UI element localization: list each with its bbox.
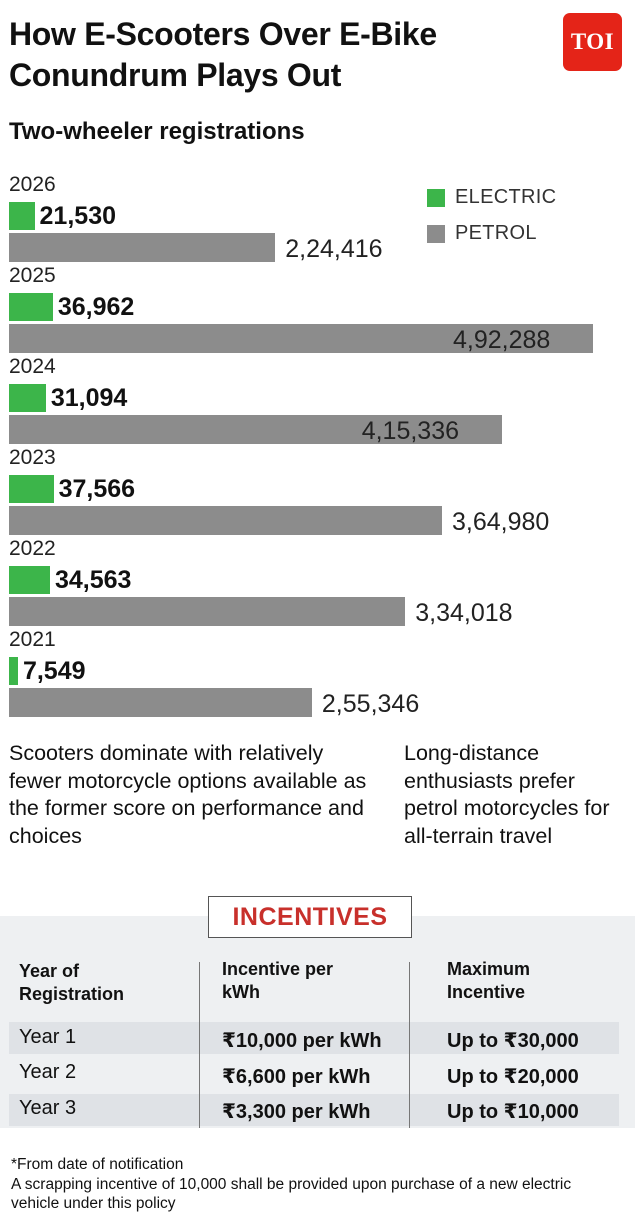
- row-bg-3: [9, 1094, 619, 1126]
- year-label: 2021: [9, 628, 56, 651]
- value-label-petrol: 4,92,288: [453, 326, 551, 354]
- value-label-electric: 34,563: [55, 566, 132, 594]
- bar-petrol: [9, 506, 442, 535]
- footnote: *From date of notification A scrapping i…: [11, 1155, 611, 1214]
- column-divider: [199, 962, 200, 1128]
- header-year: Year of Registration: [19, 961, 125, 1004]
- value-label-electric: 7,549: [22, 657, 86, 685]
- value-label-petrol: 2,24,416: [285, 235, 383, 263]
- legend-item-electric: ELECTRIC: [427, 186, 556, 209]
- legend-swatch-petrol: [427, 224, 445, 243]
- toi-logo: TOI: [563, 13, 622, 71]
- bar-electric: [9, 475, 54, 503]
- year-label: 2022: [9, 537, 56, 560]
- bar-electric: [9, 657, 18, 685]
- cell-incentive: ₹10,000 per kWh: [222, 1030, 382, 1052]
- value-label-electric: 31,094: [50, 384, 128, 412]
- value-label-electric: 36,962: [57, 293, 135, 321]
- bar-electric: [9, 293, 53, 321]
- incentives-title: INCENTIVES: [208, 896, 412, 938]
- legend-label-electric: ELECTRIC: [455, 186, 557, 208]
- note-right: Long-distance enthusiasts prefer petrol …: [404, 741, 610, 848]
- bar-petrol: [9, 233, 276, 262]
- value-label-petrol: 3,34,018: [415, 599, 513, 627]
- cell-max: Up to ₹10,000: [447, 1101, 579, 1123]
- value-label-electric: 21,530: [39, 202, 116, 230]
- bar-petrol: [9, 688, 312, 717]
- footnote-line-2: A scrapping incentive of 10,000 shall be…: [11, 1175, 572, 1213]
- cell-year: Year 1: [19, 1026, 77, 1048]
- bar-petrol: [9, 324, 593, 353]
- page-title: How E-Scooters Over E-Bike Conundrum Pla…: [9, 16, 437, 93]
- cell-max: Up to ₹20,000: [447, 1066, 579, 1088]
- year-label: 2026: [9, 173, 56, 196]
- cell-year: Year 3: [19, 1097, 77, 1119]
- bar-electric: [9, 202, 35, 230]
- note-left: Scooters dominate with relatively fewer …: [9, 741, 367, 848]
- year-label: 2024: [9, 355, 56, 378]
- bar-electric: [9, 384, 46, 412]
- legend-label-petrol: PETROL: [455, 222, 537, 244]
- chart-title: Two-wheeler registrations: [9, 118, 305, 145]
- cell-year: Year 2: [19, 1061, 77, 1083]
- year-label: 2025: [9, 264, 56, 287]
- row-bg-1: [9, 1022, 619, 1054]
- cell-incentive: ₹6,600 per kWh: [222, 1066, 371, 1088]
- header-incentive: Incentive per kWh: [222, 959, 334, 1002]
- bar-petrol: [9, 415, 502, 444]
- year-label: 2023: [9, 446, 56, 469]
- bar-electric: [9, 566, 50, 594]
- bar-chart: 2026 21,530 2,24,416 2025 36,962 4,92,288 2024…: [9, 173, 593, 718]
- cell-max: Up to ₹30,000: [447, 1030, 579, 1052]
- value-label-petrol: 2,55,346: [321, 690, 420, 718]
- legend-swatch-electric: [427, 188, 445, 207]
- footnote-line-1: *From date of notification: [11, 1156, 184, 1173]
- bar-petrol: [9, 597, 406, 626]
- value-label-petrol: 4,15,336: [361, 417, 460, 445]
- legend-item-petrol: PETROL: [427, 222, 537, 245]
- value-label-electric: 37,566: [58, 475, 136, 503]
- header-max: Maximum Incentive: [447, 959, 531, 1002]
- value-label-petrol: 3,64,980: [451, 508, 550, 536]
- column-divider: [409, 962, 410, 1128]
- cell-incentive: ₹3,300 per kWh: [222, 1101, 371, 1123]
